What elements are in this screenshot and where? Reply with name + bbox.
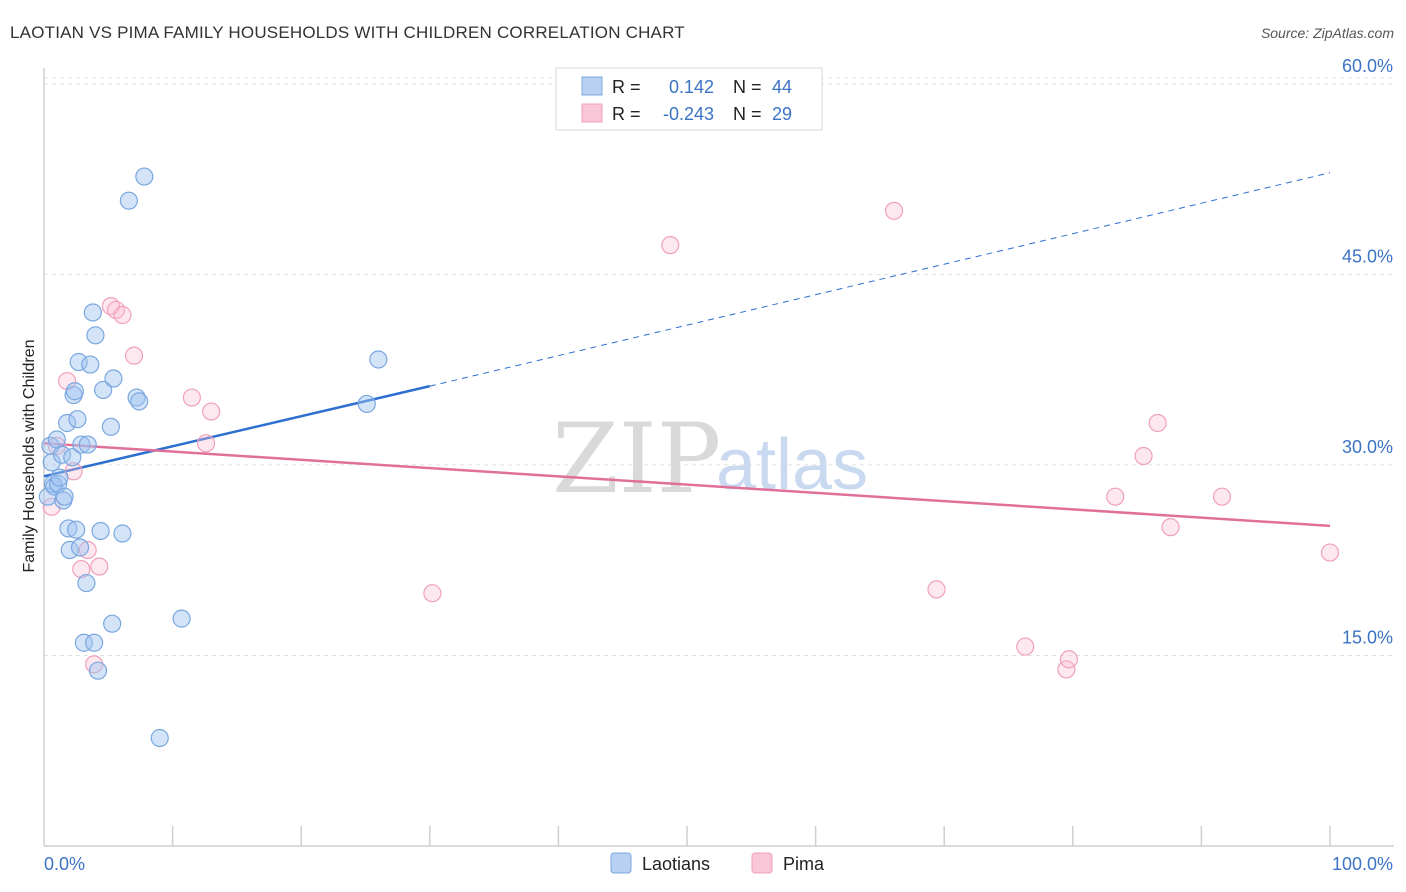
point-laotians-10: [55, 487, 74, 506]
point-laotians-24: [78, 435, 97, 454]
y-tick-label-60: 60.0%: [1342, 56, 1393, 76]
point-laotians-29: [88, 661, 108, 680]
y-tick-label-15: 15.0%: [1342, 627, 1393, 647]
point-laotians-41: [172, 609, 191, 628]
point-laotians-25: [81, 355, 100, 374]
point-laotians-30: [91, 521, 110, 541]
point-laotians-22: [74, 633, 93, 652]
point-pima-14: [202, 402, 221, 421]
point-pima-12: [182, 388, 201, 407]
bottom-legend-swatch-pima: [751, 852, 773, 874]
point-laotians-34: [104, 369, 123, 388]
source-label: Source: ZipAtlas.com: [1260, 25, 1394, 41]
point-pima-26: [1212, 487, 1232, 506]
bottom-legend-label-laotians: Laotians: [642, 854, 710, 874]
point-laotians-31: [94, 380, 113, 400]
trend-line-pima: [43, 442, 1331, 528]
point-laotians-21: [72, 435, 91, 454]
point-pima-13: [196, 434, 216, 453]
chart-title: LAOTIAN VS PIMA FAMILY HOUSEHOLDS WITH C…: [10, 23, 685, 42]
point-laotians-35: [113, 524, 132, 543]
point-laotians-32: [101, 417, 120, 436]
point-pima-19: [1016, 637, 1035, 656]
point-laotians-23: [77, 573, 96, 593]
point-pima-18: [927, 580, 946, 599]
point-pima-23: [1134, 446, 1153, 466]
point-laotians-16: [65, 382, 84, 401]
point-laotians-40: [150, 728, 169, 748]
point-laotians-38: [130, 392, 149, 411]
point-laotians-39: [135, 167, 154, 186]
point-laotians-33: [103, 614, 122, 633]
legend-n-label-pima: N =: [733, 104, 762, 124]
point-pima-17: [884, 201, 904, 220]
point-laotians-27: [85, 633, 104, 652]
legend-r-label-pima: R =: [612, 104, 641, 124]
y-axis-label: Family Households with Children: [21, 340, 38, 573]
point-pima-7: [90, 557, 109, 576]
trend-line-laotians: [43, 384, 431, 478]
legend-swatch-laotians: [581, 76, 603, 96]
legend-r-value-laotians: 0.142: [669, 77, 714, 97]
trend-lines: [43, 172, 1331, 528]
point-pima-0: [42, 497, 61, 516]
point-laotians-20: [70, 538, 90, 557]
y-tick-label-45: 45.0%: [1342, 246, 1393, 266]
point-pima-21: [1059, 650, 1079, 669]
axes: [43, 68, 1394, 847]
trend-line-laotians-extension: [429, 172, 1331, 387]
data-points: [38, 167, 1340, 748]
y-tick-label-30: 30.0%: [1342, 437, 1393, 457]
point-laotians-26: [83, 303, 102, 322]
watermark-zip: ZIP: [552, 403, 721, 515]
point-pima-24: [1148, 413, 1167, 433]
point-laotians-14: [63, 448, 82, 467]
legend-r-label-laotians: R =: [612, 77, 641, 97]
point-laotians-5: [47, 430, 66, 449]
point-laotians-28: [86, 326, 105, 345]
point-pima-1: [47, 436, 66, 455]
bottom-legend-label-pima: Pima: [783, 854, 825, 874]
point-laotians-11: [58, 413, 77, 433]
x-tick-marks: [171, 826, 1331, 846]
x-tick-label-max: 100.0%: [1332, 854, 1393, 874]
point-laotians-12: [59, 519, 78, 538]
point-laotians-7: [50, 468, 69, 487]
point-pima-27: [1320, 543, 1340, 562]
legend-n-value-pima: 29: [772, 104, 792, 124]
point-laotians-43: [369, 350, 388, 369]
watermark: ZIP atlas: [552, 403, 868, 515]
point-pima-22: [1106, 487, 1125, 506]
point-laotians-18: [68, 410, 87, 429]
bottom-legend-swatch-laotians: [610, 852, 632, 874]
legend-n-label-laotians: N =: [733, 77, 762, 97]
legend-n-value-laotians: 44: [772, 77, 792, 97]
grid-lines: [44, 77, 1394, 656]
legend-swatch-pima: [581, 103, 603, 123]
point-laotians-36: [119, 191, 138, 210]
point-laotians-17: [67, 520, 86, 539]
point-laotians-2: [42, 453, 61, 472]
watermark-atlas: atlas: [716, 425, 868, 505]
point-laotians-19: [69, 352, 88, 372]
point-pima-16: [661, 236, 680, 255]
point-pima-15: [423, 584, 442, 603]
point-pima-11: [124, 346, 144, 365]
point-pima-4: [72, 559, 91, 579]
point-pima-10: [113, 305, 132, 325]
legend-r-value-pima: -0.243: [663, 104, 714, 124]
stats-legend: R = 0.142 N = 44 R = -0.243 N = 29: [555, 67, 823, 131]
series-legend: Laotians Pima: [610, 852, 825, 874]
point-pima-25: [1161, 518, 1180, 537]
x-tick-label-min: 0.0%: [44, 854, 85, 874]
point-laotians-42: [357, 394, 376, 414]
y-tick-labels: 15.0% 30.0% 45.0% 60.0%: [1342, 56, 1393, 648]
